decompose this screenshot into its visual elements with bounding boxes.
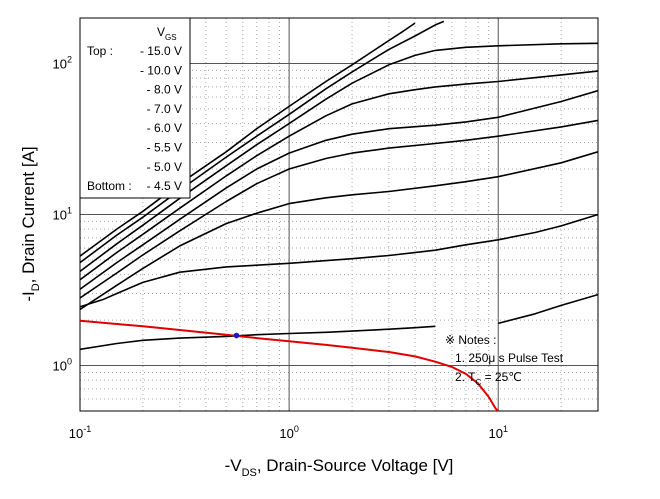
x-axis-label: -VDS, Drain-Source Voltage [V] — [225, 456, 454, 479]
vgs-curve-6 — [80, 119, 598, 299]
notes-annotation: ※ Notes : 1. 250μ s Pulse Test 2. TC = 2… — [445, 333, 564, 387]
notes-line-2: 2. TC = 25℃ — [455, 370, 522, 387]
load-line — [80, 319, 499, 411]
vgs-curve-3 — [80, 42, 598, 273]
vgs-curve-7 — [80, 151, 598, 311]
vgs-curve-8 — [80, 213, 598, 308]
legend-entry: - 8.0 V — [147, 83, 182, 97]
legend-entry: - 15.0 V — [140, 44, 182, 58]
legend-prefix: Bottom : — [87, 179, 132, 193]
vgs-curve-1 — [80, 22, 416, 257]
y-tick-label: 101 — [53, 206, 72, 223]
vgs-curve-10 — [497, 293, 598, 325]
legend-entry: - 5.0 V — [147, 160, 182, 174]
legend-entry: - 6.0 V — [147, 121, 182, 135]
vgs-curve-2 — [80, 20, 445, 264]
tick-labels: 10-1 100 101 100 101 102 — [53, 54, 508, 441]
x-tick-label: 10-1 — [69, 424, 91, 441]
operating-point-marker — [233, 332, 240, 339]
vgs-curve-4 — [80, 70, 598, 281]
legend-header: VGS — [157, 25, 177, 42]
y-tick-label: 100 — [53, 357, 72, 374]
vgs-curve-9 — [80, 325, 436, 351]
curve-layer — [80, 20, 598, 411]
x-tick-label: 101 — [488, 424, 507, 441]
legend-entry: - 4.5 V — [147, 179, 182, 193]
legend-rows: Top : - 15.0 V - 10.0 V - 8.0 V - 7.0 V - 6.0… — [87, 44, 182, 193]
legend: VGS Top : - 15.0 V - 10.0 V - 8.0 V - 7.0 V -… — [79, 17, 191, 199]
y-axis-label: -ID, Drain Current [A] — [19, 146, 42, 301]
x-tick-label: 100 — [279, 424, 298, 441]
vgs-curve-5 — [80, 89, 598, 290]
legend-box — [79, 17, 191, 199]
notes-line-1: 1. 250μ s Pulse Test — [455, 351, 564, 365]
legend-entry: - 5.5 V — [147, 141, 182, 155]
legend-entry: - 10.0 V — [140, 63, 182, 77]
clipped-curves — [80, 20, 598, 411]
legend-prefix: Top : — [87, 44, 113, 58]
y-tick-label: 102 — [53, 54, 72, 71]
notes-header: ※ Notes : — [445, 333, 496, 347]
legend-entry: - 7.0 V — [147, 102, 182, 116]
